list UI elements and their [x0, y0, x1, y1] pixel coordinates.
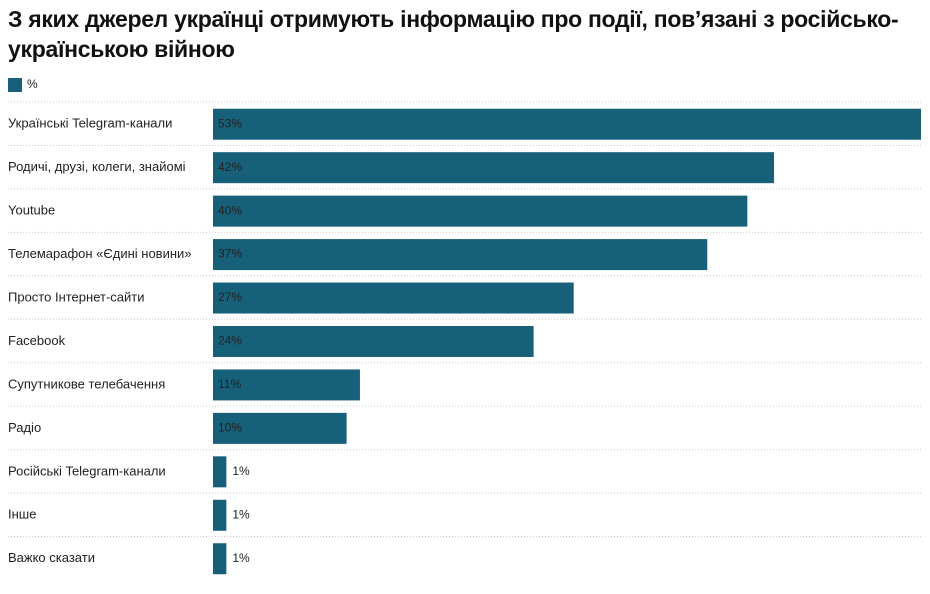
value-label: 27%: [218, 290, 242, 304]
value-label: 53%: [218, 116, 242, 130]
category-label: Телемарафон «Єдині новини»: [8, 246, 192, 261]
value-label: 1%: [232, 507, 250, 521]
value-label: 24%: [218, 334, 242, 348]
category-label: Російські Telegram-канали: [8, 463, 166, 478]
value-label: 1%: [232, 551, 250, 565]
bar: [213, 195, 748, 227]
value-label: 42%: [218, 160, 242, 174]
bar: [213, 239, 708, 271]
bar: [213, 456, 227, 488]
chart-title: З яких джерел українці отримують інформа…: [8, 6, 899, 62]
value-label: 1%: [232, 464, 250, 478]
bar: [213, 325, 534, 357]
legend-swatch: [8, 78, 22, 92]
bar: [213, 543, 227, 575]
category-label: Радіо: [8, 420, 41, 435]
bar: [213, 369, 360, 401]
category-label: Facebook: [8, 333, 66, 348]
value-label: 40%: [218, 203, 242, 217]
category-label: Youtube: [8, 203, 55, 218]
bar: [213, 152, 775, 184]
category-label: Супутникове телебачення: [8, 376, 165, 391]
bar: [213, 108, 921, 140]
value-label: 10%: [218, 421, 242, 435]
category-label: Родичі, друзі, колеги, знайомі: [8, 159, 186, 174]
bar: [213, 499, 227, 531]
category-label: Інше: [8, 507, 36, 522]
legend-label: %: [27, 77, 38, 91]
category-label: Важко сказати: [8, 550, 95, 565]
value-label: 37%: [218, 247, 242, 261]
value-label: 11%: [218, 377, 241, 391]
category-label: Українські Telegram-канали: [8, 116, 172, 131]
category-label: Просто Інтернет-сайти: [8, 289, 144, 304]
bar: [213, 282, 574, 314]
bar: [213, 412, 347, 444]
